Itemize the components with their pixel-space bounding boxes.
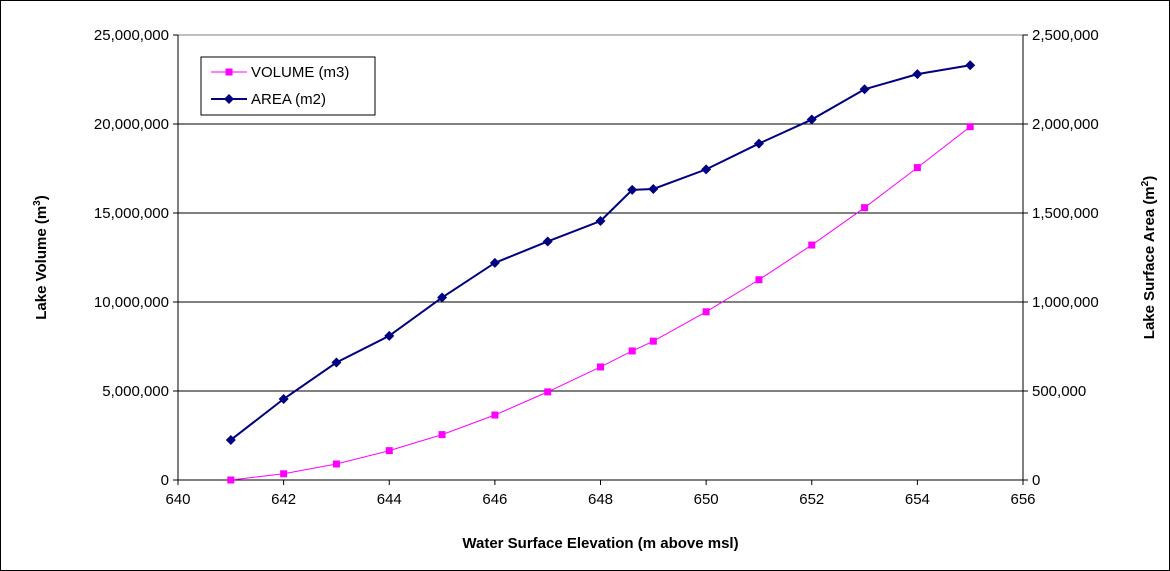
x-tick-label: 648 <box>588 491 613 508</box>
area-point <box>806 114 817 125</box>
volume-point <box>597 363 604 371</box>
volume-point <box>808 241 816 249</box>
y-right-tick-label: 500,000 <box>1032 383 1086 400</box>
area-series <box>225 60 976 445</box>
legend-item-area: AREA (m2) <box>211 91 326 108</box>
legend-box <box>200 56 376 116</box>
y-right-tick-label: 1,000,000 <box>1032 294 1099 311</box>
area-point <box>595 216 606 227</box>
volume-point <box>702 308 710 316</box>
y-right-axis-title-main: Lake Surface Area (m <box>1141 186 1158 339</box>
volume-point <box>491 411 499 419</box>
x-axis-title: Water Surface Elevation (m above msl) <box>462 535 738 552</box>
y-left-tick-label: 25,000,000 <box>94 27 169 44</box>
area-point <box>627 184 638 195</box>
area-point <box>542 236 553 247</box>
y-right-tick-label: 2,500,000 <box>1032 27 1099 44</box>
y-left-tick-label: 10,000,000 <box>94 294 169 311</box>
area-point <box>437 292 448 303</box>
volume-point <box>913 164 921 172</box>
volume-point <box>227 476 235 484</box>
x-tick-label: 656 <box>1010 491 1035 508</box>
volume-series <box>227 123 974 484</box>
area-point <box>753 138 764 149</box>
volume-point <box>332 460 340 468</box>
y-left-tick-label: 15,000,000 <box>94 205 169 222</box>
volume-series-line <box>230 126 971 481</box>
y-right-tick-label: 0 <box>1032 472 1040 489</box>
y-left-tick-label: 20,000,000 <box>94 116 169 133</box>
series-layer <box>225 60 976 484</box>
y-left-tick-label: 5,000,000 <box>102 383 169 400</box>
volume-point <box>649 337 657 345</box>
x-tick-label: 650 <box>694 491 719 508</box>
y-right-axis-title-tail: ) <box>1141 176 1158 181</box>
y-right-tick-label: 1,500,000 <box>1032 205 1099 222</box>
axes-layer: 0 5,000,000 10,000,000 15,000,000 20,000,000… <box>94 27 1099 508</box>
area-point <box>331 357 342 368</box>
area-point <box>225 434 236 445</box>
area-point <box>648 183 659 194</box>
area-point <box>278 394 289 405</box>
area-point <box>701 164 712 175</box>
volume-point <box>280 470 288 478</box>
legend-label: AREA (m2) <box>251 91 326 108</box>
x-tick-label: 646 <box>482 491 507 508</box>
x-tick-label: 644 <box>377 491 402 508</box>
y-left-axis-title-sup: 3 <box>32 200 43 206</box>
area-point <box>859 84 870 95</box>
volume-point <box>628 347 636 355</box>
area-point <box>912 69 923 80</box>
volume-point <box>385 447 393 455</box>
y-left-axis-title-main: Lake Volume (m <box>33 206 50 320</box>
x-tick-label: 654 <box>905 491 930 508</box>
area-series-line <box>230 64 971 441</box>
y-right-axis-title: Lake Surface Area (m2) <box>1140 176 1158 339</box>
volume-point <box>861 204 869 212</box>
area-point <box>489 257 500 268</box>
x-tick-label: 652 <box>799 491 824 508</box>
y-right-axis-title-sup: 2 <box>1140 180 1151 186</box>
y-left-tick-label: 0 <box>161 472 169 489</box>
x-tick-label: 640 <box>165 491 190 508</box>
legend-label: VOLUME (m3) <box>251 64 349 81</box>
y-right-tick-label: 2,000,000 <box>1032 116 1099 133</box>
x-tick-label: 642 <box>271 491 296 508</box>
legend-item-volume: VOLUME (m3) <box>211 64 349 81</box>
volume-point <box>966 123 974 131</box>
y-left-axis-title-tail: ) <box>33 195 50 200</box>
volume-point <box>544 388 552 396</box>
y-left-axis-title: Lake Volume (m3) <box>32 195 50 319</box>
area-point <box>965 60 976 71</box>
legend: VOLUME (m3) AREA (m2) <box>200 56 376 116</box>
volume-point <box>755 276 763 284</box>
area-point <box>224 94 234 104</box>
area-point <box>384 330 395 341</box>
volume-point <box>225 68 233 76</box>
volume-point <box>438 431 446 439</box>
